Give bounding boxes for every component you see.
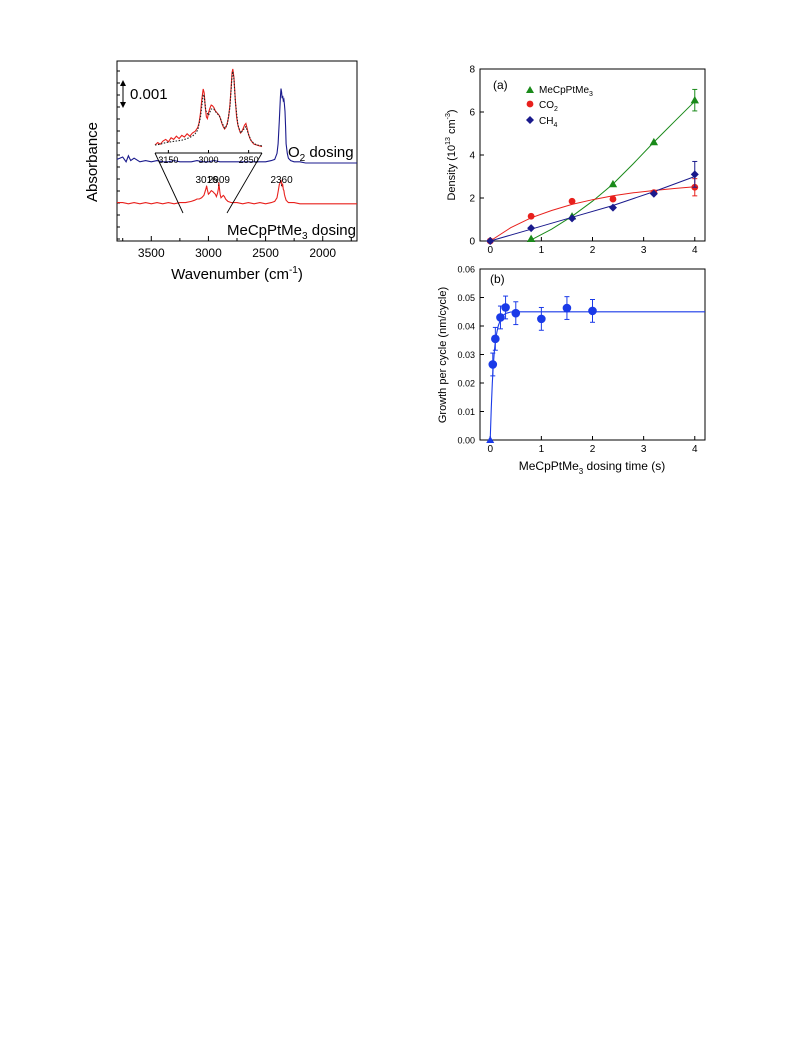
inset-zoom: 3150 3000 2850 bbox=[154, 68, 263, 214]
density-point-1 bbox=[568, 197, 576, 205]
density-panel: 0 1 2 3 4 0 2 4 6 8 (a) MeCpPtMe3 CO2 CH4 Density… bbox=[445, 65, 706, 257]
ir-y-axis-label: Absorbance bbox=[84, 122, 101, 202]
scale-bar-label: 0.001 bbox=[130, 86, 168, 103]
density-x-tick-label: 0 bbox=[487, 245, 493, 256]
series-label-mecpptme3: MeCpPtMe3 dosing bbox=[227, 222, 356, 242]
growth-axis-ticks: 0 1 2 3 4 0.00 0.01 0.02 0.03 0.04 0.05 0.06 bbox=[457, 265, 698, 456]
density-point-2 bbox=[486, 237, 495, 245]
ir-series-line-1 bbox=[117, 179, 357, 205]
growth-zero-point bbox=[486, 436, 495, 443]
density-fit-line-2 bbox=[490, 176, 695, 242]
ir-x-tick-label: 2500 bbox=[252, 246, 279, 260]
growth-panel: 0 1 2 3 4 0.00 0.01 0.02 0.03 0.04 0.05 0.06 (b) Gr… bbox=[437, 265, 706, 476]
inset-series-line-0 bbox=[154, 68, 263, 148]
peak-label: 2909 bbox=[208, 175, 231, 186]
growth-plot-frame bbox=[479, 268, 706, 441]
density-y-tick-label: 4 bbox=[469, 151, 475, 162]
growth-y-axis-label: Growth per cycle (nm/cycle) bbox=[437, 287, 449, 423]
density-point-2 bbox=[649, 189, 658, 198]
density-x-tick-label: 1 bbox=[539, 245, 545, 256]
ir-series-group bbox=[116, 88, 357, 205]
growth-x-axis-label: MeCpPtMe3 dosing time (s) bbox=[519, 459, 666, 476]
peak-label: 2360 bbox=[270, 175, 293, 186]
growth-x-tick-label: 4 bbox=[692, 444, 698, 455]
growth-y-tick-label: 0.05 bbox=[457, 293, 475, 303]
density-point-2 bbox=[690, 170, 699, 179]
inset-x-ticks: 3150 3000 2850 bbox=[158, 150, 259, 165]
density-fit-line-1 bbox=[489, 186, 695, 242]
density-markers bbox=[486, 88, 699, 245]
density-axis-ticks: 0 1 2 3 4 0 2 4 6 8 bbox=[469, 65, 698, 257]
growth-y-tick-label: 0.04 bbox=[457, 322, 475, 332]
density-y-tick-label: 2 bbox=[469, 194, 475, 205]
legend-marker-mecpptme3 bbox=[526, 86, 534, 93]
inset-series-line-1 bbox=[154, 71, 263, 147]
growth-x-tick-label: 1 bbox=[539, 444, 545, 455]
inset-series-group bbox=[154, 68, 263, 148]
inset-x-tick-label: 3150 bbox=[158, 155, 178, 165]
legend-marker-ch4 bbox=[526, 116, 534, 124]
ir-x-tick-label: 2000 bbox=[309, 246, 336, 260]
density-x-tick-label: 3 bbox=[641, 245, 647, 256]
legend-label-co2: CO2 bbox=[539, 100, 558, 113]
ir-x-axis-label: Wavenumber (cm-1) bbox=[171, 265, 303, 283]
growth-point bbox=[562, 303, 572, 313]
growth-point bbox=[501, 303, 510, 312]
growth-y-tick-label: 0.01 bbox=[457, 407, 475, 417]
panel-label-b: (b) bbox=[490, 272, 505, 286]
ir-x-tick-label: 3000 bbox=[195, 246, 222, 260]
growth-y-tick-label: 0.00 bbox=[457, 436, 475, 446]
density-y-tick-label: 8 bbox=[469, 65, 475, 76]
density-point-2 bbox=[568, 214, 577, 223]
density-y-tick-label: 0 bbox=[469, 237, 475, 248]
absorbance-scale-bar: 0.001 bbox=[120, 80, 168, 108]
growth-x-tick-label: 0 bbox=[487, 444, 493, 455]
growth-point bbox=[491, 334, 500, 344]
growth-x-tick-label: 3 bbox=[641, 444, 647, 455]
growth-y-tick-label: 0.03 bbox=[457, 350, 475, 360]
growth-point bbox=[488, 360, 498, 369]
inset-x-tick-label: 2850 bbox=[239, 155, 259, 165]
legend-marker-co2 bbox=[526, 100, 534, 108]
growth-point bbox=[537, 314, 546, 324]
inset-x-tick-label: 3000 bbox=[198, 155, 218, 165]
ir-x-ticks: 3500 3000 2500 2000 bbox=[117, 70, 352, 260]
inset-zoom-line-right bbox=[226, 152, 263, 214]
growth-x-tick-label: 2 bbox=[590, 444, 596, 455]
density-point-2 bbox=[608, 203, 617, 212]
inset-zoom-line-left bbox=[154, 152, 184, 214]
growth-point bbox=[496, 313, 505, 322]
legend-label-ch4: CH4 bbox=[539, 116, 557, 129]
growth-y-tick-label: 0.06 bbox=[457, 265, 475, 275]
density-point-2 bbox=[527, 224, 536, 233]
growth-fit-line-0 bbox=[489, 311, 705, 441]
growth-point bbox=[588, 306, 597, 316]
peak-label: 3016 bbox=[195, 175, 218, 186]
density-point-0 bbox=[608, 179, 618, 188]
growth-fit-line bbox=[489, 311, 705, 441]
density-point-0 bbox=[649, 137, 659, 146]
density-point-0 bbox=[690, 95, 699, 104]
panel-label-a: (a) bbox=[493, 78, 508, 92]
growth-y-tick-label: 0.02 bbox=[457, 379, 475, 389]
density-point-0 bbox=[526, 234, 536, 243]
density-y-tick-label: 6 bbox=[469, 108, 475, 119]
legend-label-mecpptme3: MeCpPtMe3 bbox=[539, 85, 593, 98]
density-x-tick-label: 4 bbox=[692, 245, 698, 256]
density-x-tick-label: 2 bbox=[590, 245, 596, 256]
density-point-1 bbox=[527, 212, 535, 220]
series-label-o2: O2 dosing bbox=[288, 144, 354, 164]
density-legend: MeCpPtMe3 CO2 CH4 bbox=[526, 85, 593, 129]
density-fit-lines bbox=[489, 100, 696, 242]
ir-series-line-0 bbox=[116, 88, 357, 164]
growth-point bbox=[511, 308, 521, 318]
density-point-1 bbox=[609, 195, 617, 203]
ir-x-tick-label: 3500 bbox=[138, 246, 165, 260]
growth-markers bbox=[486, 295, 597, 443]
density-y-axis-label: Density (1013 cm-3) bbox=[445, 109, 458, 200]
